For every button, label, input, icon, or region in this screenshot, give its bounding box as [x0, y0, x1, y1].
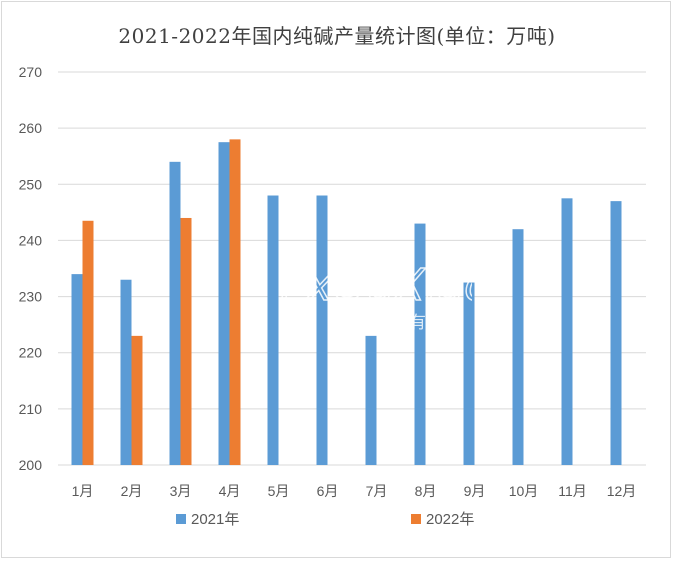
bars [71, 139, 622, 466]
bar-2021-10 [512, 229, 524, 465]
bar-2021-11 [561, 198, 573, 466]
x-tick-label: 7月 [366, 483, 388, 499]
bar-2022-2 [131, 335, 143, 465]
x-tick-label: 3月 [170, 483, 192, 499]
bar-2022-3 [180, 217, 192, 465]
legend-label-2022: 2022年 [426, 511, 475, 528]
x-tick-label: 8月 [415, 483, 437, 499]
x-tick-label: 5月 [268, 483, 290, 499]
bar-2021-7 [365, 335, 377, 465]
legend-label-2021: 2021年 [191, 511, 240, 528]
y-axis-ticks: 200 210 220 230 240 250 260 270 [19, 64, 43, 473]
bar-2021-5 [267, 195, 279, 465]
bar-2021-3 [169, 161, 181, 466]
y-tick-label: 240 [19, 232, 43, 248]
x-tick-label: 4月 [219, 483, 241, 499]
y-tick-label: 200 [19, 457, 43, 473]
bar-2021-8 [414, 223, 426, 465]
bar-2022-1 [82, 220, 94, 465]
x-tick-label: 9月 [464, 483, 486, 499]
legend-item-2021: 2021年 [176, 508, 239, 529]
bar-2021-12 [610, 201, 622, 465]
x-tick-label: 10月 [509, 483, 539, 499]
x-axis-ticks: 1月 2月 3月 4月 5月 6月 7月 8月 9月 10月 11月 12月 [72, 483, 637, 499]
x-tick-label: 11月 [558, 483, 587, 499]
x-tick-label: 2月 [121, 483, 143, 499]
legend-swatch-2022 [411, 513, 421, 524]
legend-item-2022: 2022年 [411, 508, 474, 529]
y-tick-label: 260 [19, 120, 43, 136]
bar-2021-1 [71, 274, 83, 465]
y-tick-label: 250 [19, 176, 43, 192]
y-tick-label: 270 [19, 64, 43, 80]
y-tick-label: 210 [19, 401, 43, 417]
y-tick-label: 230 [19, 289, 43, 305]
chart-title: 2021-2022年国内纯碱产量统计图(单位：万吨) [118, 24, 556, 48]
bar-2021-9 [463, 282, 475, 465]
bar-2022-4 [229, 139, 241, 465]
x-tick-label: 12月 [607, 483, 637, 499]
x-tick-label: 6月 [317, 483, 339, 499]
grid-lines [58, 71, 646, 466]
bar-2021-2 [120, 279, 132, 465]
y-tick-label: 220 [19, 345, 43, 361]
x-tick-label: 1月 [72, 483, 94, 499]
bar-2021-6 [316, 195, 328, 465]
legend-swatch-2021 [176, 513, 186, 524]
bar-2021-4 [218, 142, 230, 465]
